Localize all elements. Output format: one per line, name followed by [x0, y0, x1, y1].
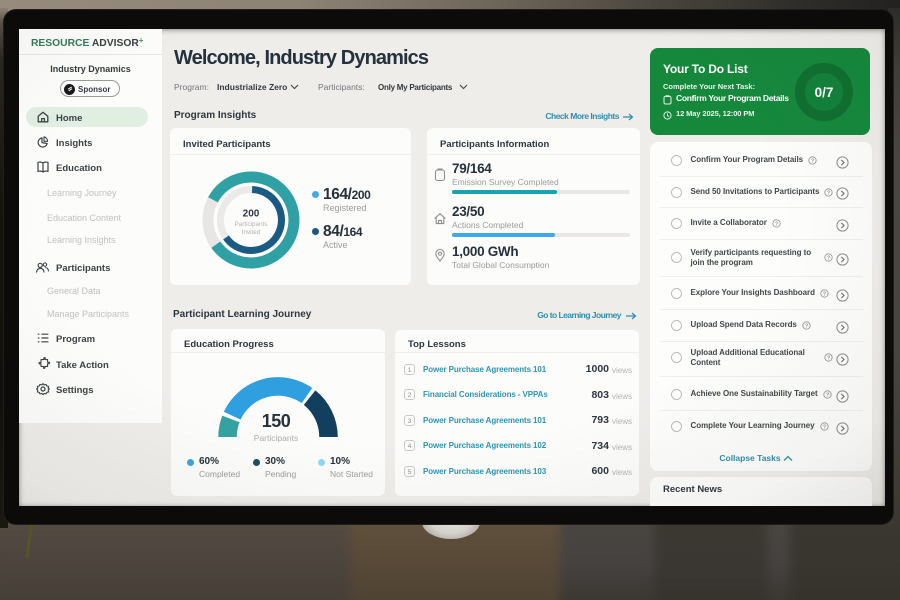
svg-text:0/7: 0/7 [815, 85, 834, 100]
svg-text:?: ? [826, 256, 830, 262]
svg-text:200: 200 [243, 209, 260, 220]
svg-text:?: ? [822, 424, 826, 430]
svg-text:?: ? [805, 323, 809, 329]
svg-text:?: ? [811, 158, 815, 164]
svg-text:?: ? [826, 356, 830, 362]
svg-text:?: ? [825, 392, 829, 398]
svg-text:Participants: Participants [235, 221, 268, 228]
svg-text:?: ? [823, 291, 827, 297]
svg-text:Invited: Invited [242, 229, 261, 236]
svg-text:?: ? [827, 190, 831, 196]
svg-text:?: ? [775, 221, 779, 227]
